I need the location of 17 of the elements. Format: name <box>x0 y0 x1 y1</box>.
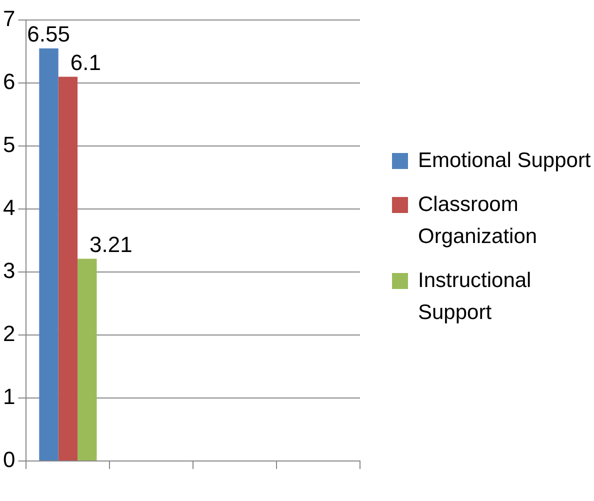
y-tick-label: 7 <box>2 6 16 32</box>
bar <box>78 258 97 460</box>
bar <box>39 48 58 460</box>
y-tick-label: 3 <box>2 258 16 284</box>
data-label: 3.21 <box>90 232 132 257</box>
y-tick-label: 2 <box>2 321 16 346</box>
y-tick-label: 4 <box>2 195 16 220</box>
legend-label: Emotional Support <box>418 148 591 174</box>
legend-label: Classroom Organization <box>418 192 538 250</box>
bar <box>58 76 78 460</box>
data-label: 6.55 <box>27 21 70 46</box>
y-tick-label: 6 <box>2 69 16 94</box>
legend-label: Instructional Support <box>418 268 532 326</box>
y-tick-label: 0 <box>2 447 16 472</box>
data-label: 6.1 <box>70 50 101 75</box>
y-tick-label: 1 <box>2 384 16 410</box>
y-tick-label: 5 <box>2 132 16 158</box>
